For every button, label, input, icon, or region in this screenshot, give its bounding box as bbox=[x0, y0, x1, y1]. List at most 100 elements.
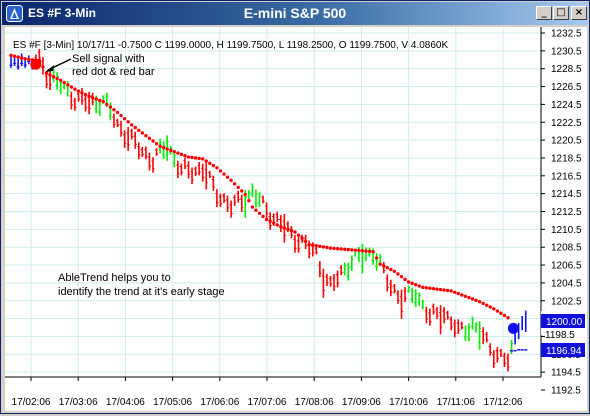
stop-dot bbox=[130, 123, 134, 127]
stop-dot bbox=[403, 277, 407, 282]
stop-dot bbox=[172, 150, 176, 154]
app-icon bbox=[6, 5, 23, 22]
stop-dot bbox=[73, 87, 77, 91]
stop-dot bbox=[179, 152, 184, 157]
stop-dot bbox=[367, 249, 372, 254]
stop-dot bbox=[51, 75, 56, 79]
stop-dot bbox=[23, 57, 27, 61]
x-tick-label: 17/08:06 bbox=[295, 397, 334, 408]
stop-dot bbox=[467, 295, 471, 300]
x-axis-ticks: 17/02:06 17/03:06 17/04:06 17/05:06 17/06:06… bbox=[12, 377, 523, 408]
stop-dot bbox=[190, 155, 194, 160]
x-tick-label: 17/11:06 bbox=[437, 397, 476, 408]
stop-dot bbox=[449, 289, 453, 293]
stop-dot bbox=[80, 91, 84, 95]
stop-dot bbox=[147, 136, 152, 141]
y-tick-label: 1204.5 bbox=[551, 278, 582, 289]
stop-dot bbox=[197, 156, 201, 161]
current-price-label: 1200.00 bbox=[546, 317, 583, 328]
stop-dot bbox=[140, 131, 145, 135]
stop-dot bbox=[481, 301, 485, 306]
x-tick-label: 17/07:06 bbox=[248, 397, 287, 408]
stop-dot bbox=[83, 92, 88, 97]
stop-dot bbox=[460, 293, 464, 297]
stop-dot bbox=[176, 151, 180, 155]
stop-dot bbox=[275, 223, 279, 227]
y-axis-ticks: 1232.5 1230.5 1228.5 1226.5 1224.5 1222.5 1220… bbox=[541, 29, 582, 397]
maximize-button[interactable]: □ bbox=[553, 6, 569, 20]
y-tick-label: 1228.5 bbox=[551, 64, 582, 75]
title-bar[interactable]: ES #F 3-Min E-mini S&P 500 _ □ × bbox=[2, 2, 588, 25]
stop-dot bbox=[374, 256, 379, 260]
stop-dot bbox=[435, 287, 439, 291]
stop-dot bbox=[300, 236, 304, 240]
stop-dot bbox=[247, 199, 251, 203]
sell-signal-dot bbox=[30, 58, 42, 70]
stop-dot bbox=[186, 155, 191, 159]
stop-dot bbox=[332, 246, 336, 251]
stop-dot bbox=[151, 139, 155, 143]
stop-dot bbox=[477, 299, 482, 304]
stop-dot bbox=[293, 230, 297, 234]
stop-dot bbox=[335, 246, 340, 251]
y-tick-label: 1232.5 bbox=[551, 29, 582, 40]
stop-dot bbox=[303, 239, 308, 244]
stop-dot bbox=[201, 157, 205, 161]
y-tick-label: 1202.5 bbox=[551, 296, 582, 307]
stop-dot bbox=[161, 145, 166, 150]
stop-dot bbox=[371, 249, 375, 254]
stop-dot bbox=[485, 303, 489, 307]
x-tick-label: 17/10:06 bbox=[389, 397, 428, 408]
y-tick-label: 1192.5 bbox=[551, 386, 581, 397]
sell-signal-annotation-line2: red dot & red bar bbox=[72, 66, 155, 78]
stop-dot bbox=[243, 192, 247, 197]
stop-dot bbox=[392, 269, 397, 273]
stop-dot bbox=[229, 178, 233, 182]
stop-dot bbox=[399, 274, 404, 279]
minimize-button[interactable]: _ bbox=[536, 6, 552, 20]
stop-dot bbox=[257, 211, 262, 215]
secondary-price-box bbox=[541, 343, 585, 357]
y-tick-label: 1210.5 bbox=[551, 225, 582, 236]
stop-dot bbox=[424, 286, 429, 290]
stop-dot bbox=[204, 159, 208, 163]
stop-dot bbox=[76, 89, 81, 93]
stop-dot bbox=[506, 316, 510, 320]
chart-area[interactable]: 1232.5 1230.5 1228.5 1226.5 1224.5 1222.5 1220… bbox=[5, 27, 587, 411]
stop-dot bbox=[108, 105, 113, 109]
stop-dot bbox=[250, 205, 255, 209]
stop-dot bbox=[414, 282, 418, 287]
stop-dot bbox=[44, 71, 49, 75]
stop-dot bbox=[16, 55, 20, 59]
stop-dot bbox=[12, 54, 17, 58]
y-tick-label: 1194.5 bbox=[551, 368, 581, 379]
y-tick-label: 1226.5 bbox=[551, 82, 582, 93]
y-tick-label: 1206.5 bbox=[551, 261, 582, 272]
price-chart[interactable]: 1232.5 1230.5 1228.5 1226.5 1224.5 1222.5 1220… bbox=[5, 27, 587, 411]
stop-dot bbox=[428, 286, 432, 290]
current-price-box bbox=[541, 314, 585, 328]
stop-dot bbox=[282, 226, 287, 230]
trend-annotation-line1: AbleTrend helps you to bbox=[58, 272, 171, 284]
stop-dot bbox=[87, 94, 91, 99]
stop-dot bbox=[9, 53, 13, 58]
y-tick-label: 1218.5 bbox=[551, 153, 582, 164]
y-tick-label: 1216.5 bbox=[551, 171, 582, 182]
stop-dot bbox=[438, 287, 443, 292]
stop-dot bbox=[463, 294, 468, 298]
chart-background bbox=[5, 27, 587, 411]
stop-dot bbox=[133, 125, 137, 130]
trend-annotation-line2: identify the trend at it's early stage bbox=[58, 286, 225, 298]
stop-dot bbox=[385, 266, 389, 270]
y-tick-label: 1220.5 bbox=[551, 136, 582, 147]
stop-dot bbox=[389, 267, 393, 272]
stop-dot bbox=[360, 249, 365, 253]
close-button[interactable]: × bbox=[571, 6, 587, 20]
stop-dot bbox=[119, 113, 123, 118]
y-tick-label: 1214.5 bbox=[551, 189, 582, 200]
stop-dot bbox=[328, 246, 333, 250]
stop-dot bbox=[183, 154, 187, 158]
stop-dot bbox=[94, 97, 98, 101]
stop-dot bbox=[254, 208, 258, 212]
